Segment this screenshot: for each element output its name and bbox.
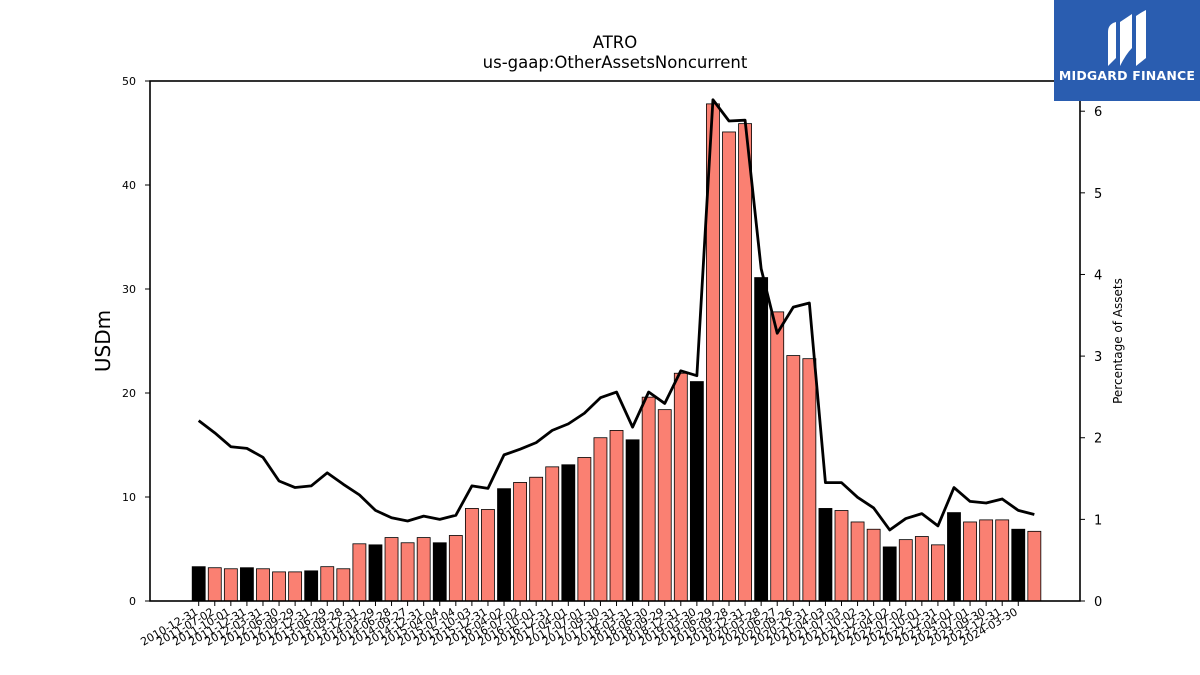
bar: [256, 568, 270, 602]
bar: [802, 358, 817, 602]
bar: [207, 567, 222, 602]
bar: [641, 396, 656, 602]
bar: [561, 464, 576, 602]
chart-title: ATRO: [593, 33, 638, 52]
y2-tick-label: 6: [1094, 105, 1102, 120]
bar: [754, 277, 769, 602]
logo-mark-icon: [1108, 10, 1146, 66]
bar: [272, 571, 286, 602]
bar: [770, 311, 785, 602]
y2-tick-label: 2: [1094, 432, 1102, 447]
y-axis-right: 0 1 2 3 4 5 6: [1080, 105, 1102, 610]
bar: [464, 508, 479, 602]
logo-text: MIDGARD FINANCE: [1058, 68, 1196, 83]
bar: [513, 482, 527, 602]
bar: [689, 381, 704, 602]
bar: [914, 536, 929, 602]
bar: [625, 439, 640, 602]
bar: [481, 509, 495, 602]
percentage-line-path: [197, 98, 1035, 532]
bar: [866, 528, 881, 602]
bar: [320, 566, 335, 602]
bar: [368, 544, 383, 602]
bar: [963, 521, 977, 602]
bar: [223, 568, 238, 602]
y2-tick-label: 3: [1094, 350, 1102, 365]
y2-tick-label: 4: [1094, 268, 1102, 283]
percentage-line: [197, 98, 1035, 532]
bar: [850, 521, 865, 602]
bar: [593, 437, 608, 602]
y-tick-label: 10: [122, 491, 136, 504]
y2-tick-label: 1: [1094, 513, 1102, 528]
bar: [191, 566, 206, 602]
chart-subtitle: us-gaap:OtherAssetsNoncurrent: [483, 53, 748, 72]
bar: [400, 542, 415, 602]
bar: [722, 131, 736, 602]
bar: [882, 546, 897, 602]
bars: [191, 103, 1042, 602]
bar: [786, 355, 801, 602]
bar: [432, 542, 447, 602]
plot-frame: [149, 80, 1081, 602]
y-tick-label: 30: [122, 283, 136, 296]
y-axis-left: 0 10 20 30 40 50: [122, 75, 150, 608]
bar: [497, 488, 511, 602]
bar: [545, 466, 560, 602]
bar: [818, 508, 833, 602]
bar: [657, 409, 672, 602]
bar: [288, 571, 303, 602]
bar: [1011, 528, 1026, 602]
y-tick-label: 40: [122, 179, 136, 192]
bar: [529, 476, 544, 602]
y-axis-label: USDm: [91, 310, 115, 372]
bar: [304, 570, 319, 602]
y-tick-label: 20: [122, 387, 136, 400]
bar: [448, 535, 463, 602]
bar: [931, 544, 945, 602]
brand-logo: MIDGARD FINANCE: [1054, 0, 1200, 101]
bar: [1027, 530, 1042, 602]
bar: [898, 539, 913, 602]
bar: [352, 543, 367, 602]
bar: [947, 512, 961, 602]
y-tick-label: 50: [122, 75, 136, 88]
y2-tick-label: 5: [1094, 187, 1102, 202]
bar: [336, 568, 351, 602]
x-axis: 2010-12-312011-07-022011-10-012011-12-31…: [138, 601, 1020, 649]
bar: [384, 537, 399, 602]
bar: [416, 537, 431, 602]
bar: [738, 123, 752, 602]
bar: [834, 510, 849, 602]
bar: [577, 457, 592, 602]
bar: [240, 567, 254, 602]
bar: [609, 430, 624, 602]
y2-axis-label: Percentage of Assets: [1111, 278, 1125, 404]
bar: [979, 519, 994, 602]
y2-tick-label: 0: [1094, 595, 1102, 610]
y-tick-label: 0: [129, 595, 136, 608]
bar: [673, 372, 688, 602]
bar: [995, 519, 1010, 602]
